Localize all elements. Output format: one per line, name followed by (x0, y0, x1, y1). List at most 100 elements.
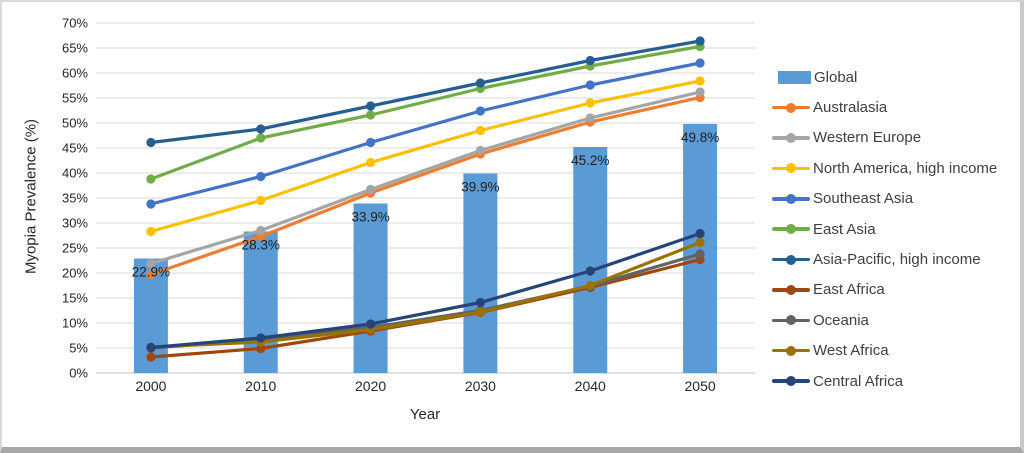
marker-central-africa-2020 (365, 319, 376, 329)
marker-north-america-high-income-2040 (585, 98, 595, 108)
line-western-europe (149, 90, 702, 266)
marker-central-africa-2030 (475, 297, 486, 308)
legend-item-global: Global (766, 62, 1020, 92)
x-tick-label: 2050 (685, 378, 716, 394)
marker-north-america-high-income-2000 (146, 226, 156, 237)
bar-data-label: 49.8% (681, 130, 719, 145)
marker-southeast-asia-2010 (256, 171, 266, 182)
marker-western-europe-2000 (146, 258, 156, 269)
legend-marker-dot (786, 284, 796, 295)
legend-item-east-africa: East Africa (766, 275, 1020, 305)
marker-east-africa-2000 (146, 352, 156, 362)
line-oceania (149, 252, 702, 350)
legend-marker-dot (786, 163, 796, 174)
bar-data-label: 28.3% (242, 238, 280, 253)
legend-label: Global (814, 68, 858, 86)
y-tick-label: 30% (62, 216, 88, 231)
legend-marker-dot (786, 376, 796, 387)
line-west-africa (149, 240, 702, 349)
legend-marker-dot (786, 315, 796, 326)
chart-legend: Global Australasia Western Europe North Ame… (766, 62, 1020, 396)
y-tick-label: 40% (62, 166, 88, 181)
y-tick-label: 20% (62, 266, 88, 281)
legend-marker-dot (786, 193, 796, 204)
bar-data-label: 33.9% (351, 210, 389, 225)
marker-southeast-asia-2020 (365, 137, 376, 148)
legend-marker-dot (786, 132, 796, 143)
legend-bar-swatch-icon (778, 70, 811, 84)
legend-label: Western Europe (813, 129, 922, 147)
legend-line-marker-icon (772, 315, 810, 326)
legend-label: Southeast Asia (813, 190, 914, 208)
y-tick-label: 25% (62, 241, 88, 256)
marker-west-africa-2050 (695, 237, 705, 248)
marker-southeast-asia-2000 (146, 199, 156, 209)
marker-asia-pacific-high-income-2010 (256, 124, 266, 134)
marker-australasia-2000 (146, 269, 156, 280)
marker-western-europe-2020 (365, 184, 376, 195)
legend-line-marker-icon (772, 102, 810, 113)
marker-east-africa-2010 (256, 343, 266, 354)
marker-west-africa-2040 (585, 280, 595, 291)
legend-item-australasia: Australasia (766, 92, 1020, 122)
legend-item-western-europe: Western Europe (766, 123, 1020, 153)
y-tick-label: 5% (69, 341, 88, 356)
legend-marker-dot (786, 345, 796, 356)
y-tick-label: 10% (62, 316, 88, 331)
legend-label: Oceania (813, 311, 869, 329)
marker-asia-pacific-high-income-2020 (365, 101, 376, 111)
y-tick-label: 45% (62, 141, 88, 156)
marker-east-asia-2000 (146, 174, 156, 184)
bar-data-label: 45.2% (571, 153, 609, 168)
marker-western-europe-2030 (475, 145, 486, 156)
marker-central-africa-2010 (256, 333, 266, 343)
legend-marker-dot (786, 224, 796, 235)
legend-item-southeast-asia: Southeast Asia (766, 184, 1020, 214)
y-tick-label: 65% (62, 41, 88, 56)
marker-asia-pacific-high-income-2000 (146, 137, 156, 148)
y-tick-label: 15% (62, 291, 88, 306)
legend-label: West Africa (813, 342, 889, 360)
marker-southeast-asia-2050 (695, 58, 705, 68)
bar-data-label: 22.9% (132, 265, 170, 280)
line-north-america-high-income (149, 79, 702, 234)
marker-asia-pacific-high-income-2040 (585, 55, 595, 66)
y-tick-label: 55% (62, 91, 88, 106)
line-east-asia (149, 44, 702, 181)
x-tick-label: 2030 (465, 378, 496, 394)
bar-data-label: 39.9% (461, 180, 499, 195)
y-tick-label: 0% (69, 366, 88, 381)
legend-item-north-america-high-income: North America, high income (766, 153, 1020, 183)
legend-label: East Asia (813, 220, 876, 238)
legend-marker-dot (786, 102, 796, 113)
x-tick-label: 2040 (575, 378, 606, 394)
legend-line-marker-icon (772, 193, 810, 204)
x-tick-label: 2020 (355, 378, 386, 394)
marker-north-america-high-income-2020 (365, 157, 376, 168)
legend-label: East Africa (813, 281, 885, 299)
marker-oceania-2050 (695, 249, 705, 259)
marker-west-africa-2030 (475, 307, 486, 317)
marker-southeast-asia-2040 (585, 80, 595, 90)
legend-line-marker-icon (772, 345, 810, 356)
legend-label: Central Africa (813, 372, 904, 390)
marker-asia-pacific-high-income-2050 (695, 36, 705, 46)
marker-east-asia-2010 (256, 133, 266, 143)
plot-area: 0% 5% 10% 15% 20% 25% 30% 35% 40% 45% 50% 55% 60% 65%… (62, 16, 755, 394)
legend-label: Australasia (813, 99, 888, 117)
bar-global-2030 (463, 173, 498, 373)
marker-central-africa-2040 (585, 266, 595, 276)
legend-line-marker-icon (772, 163, 810, 174)
legend-line-marker-icon (772, 254, 810, 265)
line-southeast-asia (149, 61, 702, 206)
legend-item-central-africa: Central Africa (766, 366, 1020, 396)
marker-east-asia-2020 (365, 110, 376, 120)
marker-north-america-high-income-2030 (475, 125, 486, 136)
bar-global-2020 (353, 203, 388, 373)
line-australasia (149, 95, 702, 277)
legend-item-asia-pacific-high-income: Asia-Pacific, high income (766, 244, 1020, 274)
y-tick-label: 60% (62, 66, 88, 81)
marker-western-europe-2040 (585, 113, 595, 123)
marker-asia-pacific-high-income-2030 (475, 78, 486, 88)
